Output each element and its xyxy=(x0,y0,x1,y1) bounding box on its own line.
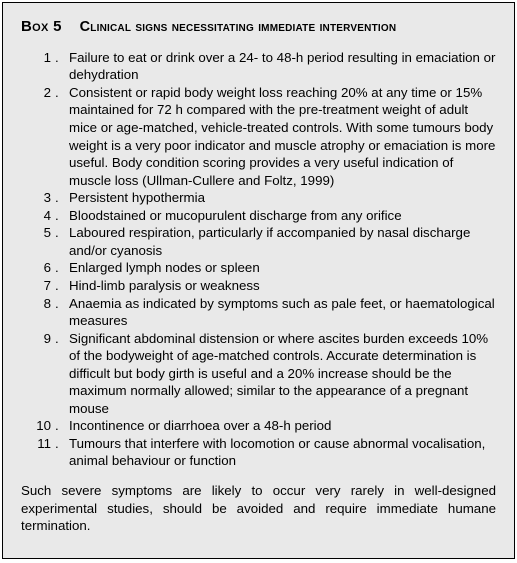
closing-paragraph: Such severe symptoms are likely to occur… xyxy=(21,482,496,535)
item-number: 3 xyxy=(21,189,55,207)
item-text: Laboured respiration, particularly if ac… xyxy=(61,224,496,259)
item-number: 11 xyxy=(21,435,55,453)
list-item: 3 . Persistent hypothermia xyxy=(21,189,496,207)
item-text: Failure to eat or drink over a 24- to 48… xyxy=(61,49,496,84)
item-text: Consistent or rapid body weight loss rea… xyxy=(61,84,496,189)
item-text: Enlarged lymph nodes or spleen xyxy=(61,259,496,277)
item-number: 4 xyxy=(21,207,55,225)
list-item: 2 . Consistent or rapid body weight loss… xyxy=(21,84,496,189)
signs-list: 1 . Failure to eat or drink over a 24- t… xyxy=(21,49,496,470)
list-item: 1 . Failure to eat or drink over a 24- t… xyxy=(21,49,496,84)
list-item: 11 . Tumours that interfere with locomot… xyxy=(21,435,496,470)
list-item: 8 . Anaemia as indicated by symptoms suc… xyxy=(21,295,496,330)
item-number: 9 xyxy=(21,330,55,348)
item-text: Incontinence or diarrhoea over a 48-h pe… xyxy=(61,417,496,435)
item-number: 10 xyxy=(21,417,55,435)
item-text: Hind-limb paralysis or weakness xyxy=(61,277,496,295)
item-text: Bloodstained or mucopurulent discharge f… xyxy=(61,207,496,225)
list-item: 4 . Bloodstained or mucopurulent dischar… xyxy=(21,207,496,225)
list-item: 7 . Hind-limb paralysis or weakness xyxy=(21,277,496,295)
item-text: Persistent hypothermia xyxy=(61,189,496,207)
clinical-signs-box: Box 5 Clinical signs necessitating immed… xyxy=(2,2,515,559)
item-text: Anaemia as indicated by symptoms such as… xyxy=(61,295,496,330)
item-text: Significant abdominal distension or wher… xyxy=(61,330,496,418)
item-text: Tumours that interfere with locomotion o… xyxy=(61,435,496,470)
item-number: 5 xyxy=(21,224,55,242)
box-title: Clinical signs necessitating immediate i… xyxy=(80,19,397,35)
list-item: 10 . Incontinence or diarrhoea over a 48… xyxy=(21,417,496,435)
item-number: 6 xyxy=(21,259,55,277)
item-number: 7 xyxy=(21,277,55,295)
list-item: 9 . Significant abdominal distension or … xyxy=(21,330,496,418)
box-label: Box 5 xyxy=(21,18,62,35)
box-heading: Box 5 Clinical signs necessitating immed… xyxy=(21,17,496,37)
list-item: 6 . Enlarged lymph nodes or spleen xyxy=(21,259,496,277)
item-number: 8 xyxy=(21,295,55,313)
item-number: 1 xyxy=(21,49,55,67)
item-number: 2 xyxy=(21,84,55,102)
list-item: 5 . Laboured respiration, particularly i… xyxy=(21,224,496,259)
